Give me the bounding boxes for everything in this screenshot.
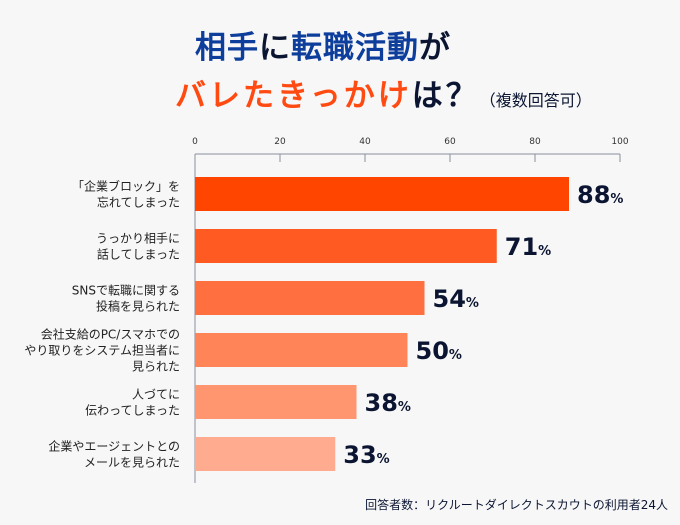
value-label: 54%	[433, 285, 479, 313]
value-label: 71%	[505, 233, 551, 261]
title-segment: に	[259, 30, 291, 66]
bar	[195, 229, 497, 263]
title-note: （複数回答可）	[479, 91, 592, 110]
bar	[195, 437, 336, 471]
title-line-2: バレたきっかけは？（複数回答可）	[175, 70, 592, 115]
category-label: 投稿を見られた	[96, 299, 180, 314]
category-label: 忘れてしまった	[97, 195, 180, 210]
title-segment: バレたきっかけ	[175, 78, 412, 114]
bar	[195, 177, 569, 211]
bar	[195, 333, 408, 367]
value-label: 33%	[343, 441, 389, 469]
category-label: やり取りをシステム担当者に	[24, 344, 180, 358]
x-tick-label: 60	[444, 137, 456, 147]
value-label: 38%	[365, 389, 411, 417]
x-tick-label: 80	[529, 137, 541, 147]
value-label: 88%	[577, 181, 623, 209]
title-segment: は？	[411, 78, 480, 114]
category-label: メールを見られた	[84, 456, 180, 470]
category-label: 会社支給のPC/スマホでの	[41, 327, 180, 342]
category-label: 企業やエージェントとの	[48, 439, 180, 454]
title-segment: が	[419, 30, 451, 66]
title-segment: 相手	[195, 30, 259, 66]
category-label: 伝わってしまった	[85, 404, 180, 418]
category-label: 話してしまった	[97, 247, 180, 262]
footnote: 回答者数：リクルートダイレクトスカウトの利用者24人	[365, 498, 668, 512]
x-tick-label: 40	[359, 137, 371, 147]
title-line-1: 相手に転職活動が	[195, 22, 451, 67]
title-segment: 転職活動	[291, 30, 419, 66]
x-tick-label: 0	[192, 137, 198, 147]
category-label: うっかり相手に	[96, 232, 180, 246]
category-label: 人づてに	[132, 388, 180, 402]
x-tick-label: 20	[274, 137, 286, 147]
value-label: 50%	[416, 337, 462, 365]
bar	[195, 385, 357, 419]
category-label: 見られた	[132, 360, 180, 374]
category-label: SNSで転職に関する	[72, 284, 180, 298]
x-tick-label: 100	[611, 137, 628, 147]
category-label: 「企業ブロック」を	[72, 179, 180, 194]
bar	[195, 281, 425, 315]
